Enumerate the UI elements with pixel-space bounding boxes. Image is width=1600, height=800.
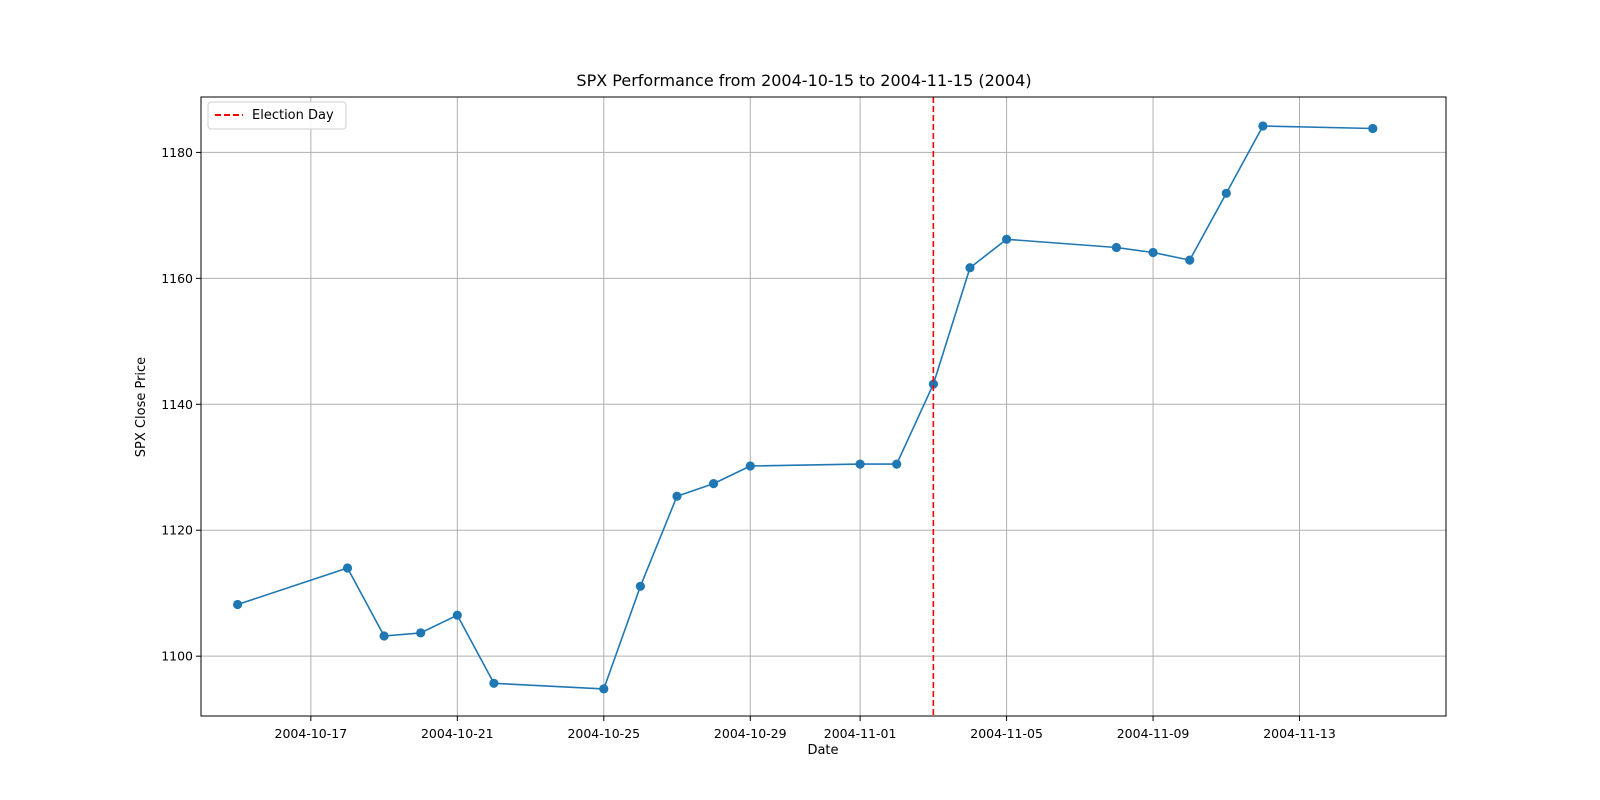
y-tick-label: 1180 bbox=[161, 145, 193, 160]
plot-area-frame bbox=[200, 96, 1447, 717]
x-tick-label: 2004-10-17 bbox=[275, 726, 348, 741]
axis-ticks: 2004-10-17 2004-10-21 2004-10-25 2004-10-29… bbox=[161, 145, 1336, 741]
legend: Election Day bbox=[207, 101, 347, 130]
data-point bbox=[965, 263, 975, 273]
x-tick-label: 2004-10-21 bbox=[421, 726, 494, 741]
data-point bbox=[342, 563, 353, 573]
data-point bbox=[635, 581, 646, 591]
data-point bbox=[1111, 242, 1121, 253]
chart-title: SPX Performance from 2004-10-15 to 2004-… bbox=[576, 71, 1031, 90]
x-tick-label: 2004-11-01 bbox=[824, 726, 897, 741]
y-tick-label: 1100 bbox=[161, 649, 193, 664]
data-point bbox=[892, 459, 902, 469]
data-point bbox=[672, 491, 682, 501]
y-tick-label: 1140 bbox=[161, 397, 193, 412]
data-point bbox=[1148, 247, 1158, 258]
series-layer bbox=[233, 121, 1378, 694]
y-tick-label: 1120 bbox=[161, 523, 193, 538]
data-point bbox=[233, 599, 243, 610]
data-point bbox=[855, 459, 865, 469]
y-axis-label: SPX Close Price bbox=[134, 357, 149, 457]
data-point bbox=[745, 461, 755, 471]
x-axis-label: Date bbox=[807, 743, 838, 758]
x-tick-label: 2004-11-13 bbox=[1263, 726, 1336, 741]
data-point bbox=[1258, 121, 1268, 131]
data-point bbox=[452, 610, 462, 620]
data-point bbox=[1185, 255, 1195, 265]
x-tick-label: 2004-11-09 bbox=[1117, 726, 1190, 741]
data-point bbox=[599, 684, 609, 694]
data-point bbox=[379, 631, 389, 641]
data-point bbox=[1002, 234, 1012, 244]
grid-lines bbox=[201, 97, 1446, 716]
data-point bbox=[1221, 188, 1231, 198]
y-tick-label: 1160 bbox=[161, 271, 193, 286]
data-point bbox=[489, 678, 499, 688]
x-tick-label: 2004-11-05 bbox=[970, 726, 1043, 741]
data-point bbox=[1368, 123, 1378, 134]
series-line bbox=[237, 125, 1373, 690]
legend-label-election-day: Election Day bbox=[252, 108, 334, 123]
data-point bbox=[928, 379, 939, 389]
x-tick-label: 2004-10-29 bbox=[714, 726, 787, 741]
data-point bbox=[416, 628, 426, 638]
data-point bbox=[709, 479, 719, 489]
legend-box bbox=[207, 101, 347, 130]
x-tick-label: 2004-10-25 bbox=[567, 726, 640, 741]
